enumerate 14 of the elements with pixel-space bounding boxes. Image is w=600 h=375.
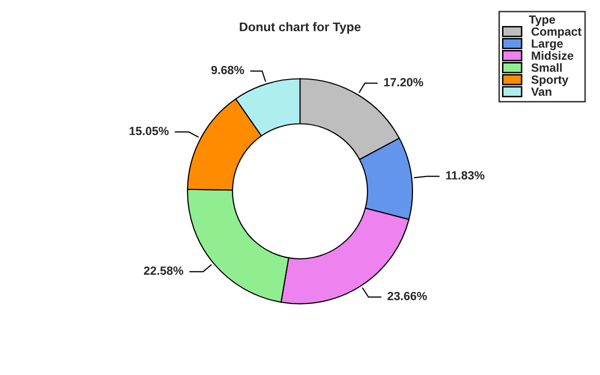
legend-label: Sporty (531, 75, 568, 86)
legend-label: Compact (532, 27, 582, 38)
legend-label: Small (531, 63, 562, 72)
data-label: 9.68% (211, 66, 244, 74)
data-label: 23.66% (388, 292, 427, 300)
data-label: 15.05% (130, 126, 169, 136)
data-label: 22.58% (144, 266, 184, 275)
data-label: 11.83% (446, 171, 484, 180)
text: Donut chart for Type (240, 22, 361, 34)
data-label: 17.20% (384, 78, 424, 86)
legend-label: Midsize (532, 51, 574, 60)
legend-label: Van (531, 88, 552, 96)
legend-label: Large (532, 40, 563, 50)
legend-title: Type (528, 16, 556, 26)
